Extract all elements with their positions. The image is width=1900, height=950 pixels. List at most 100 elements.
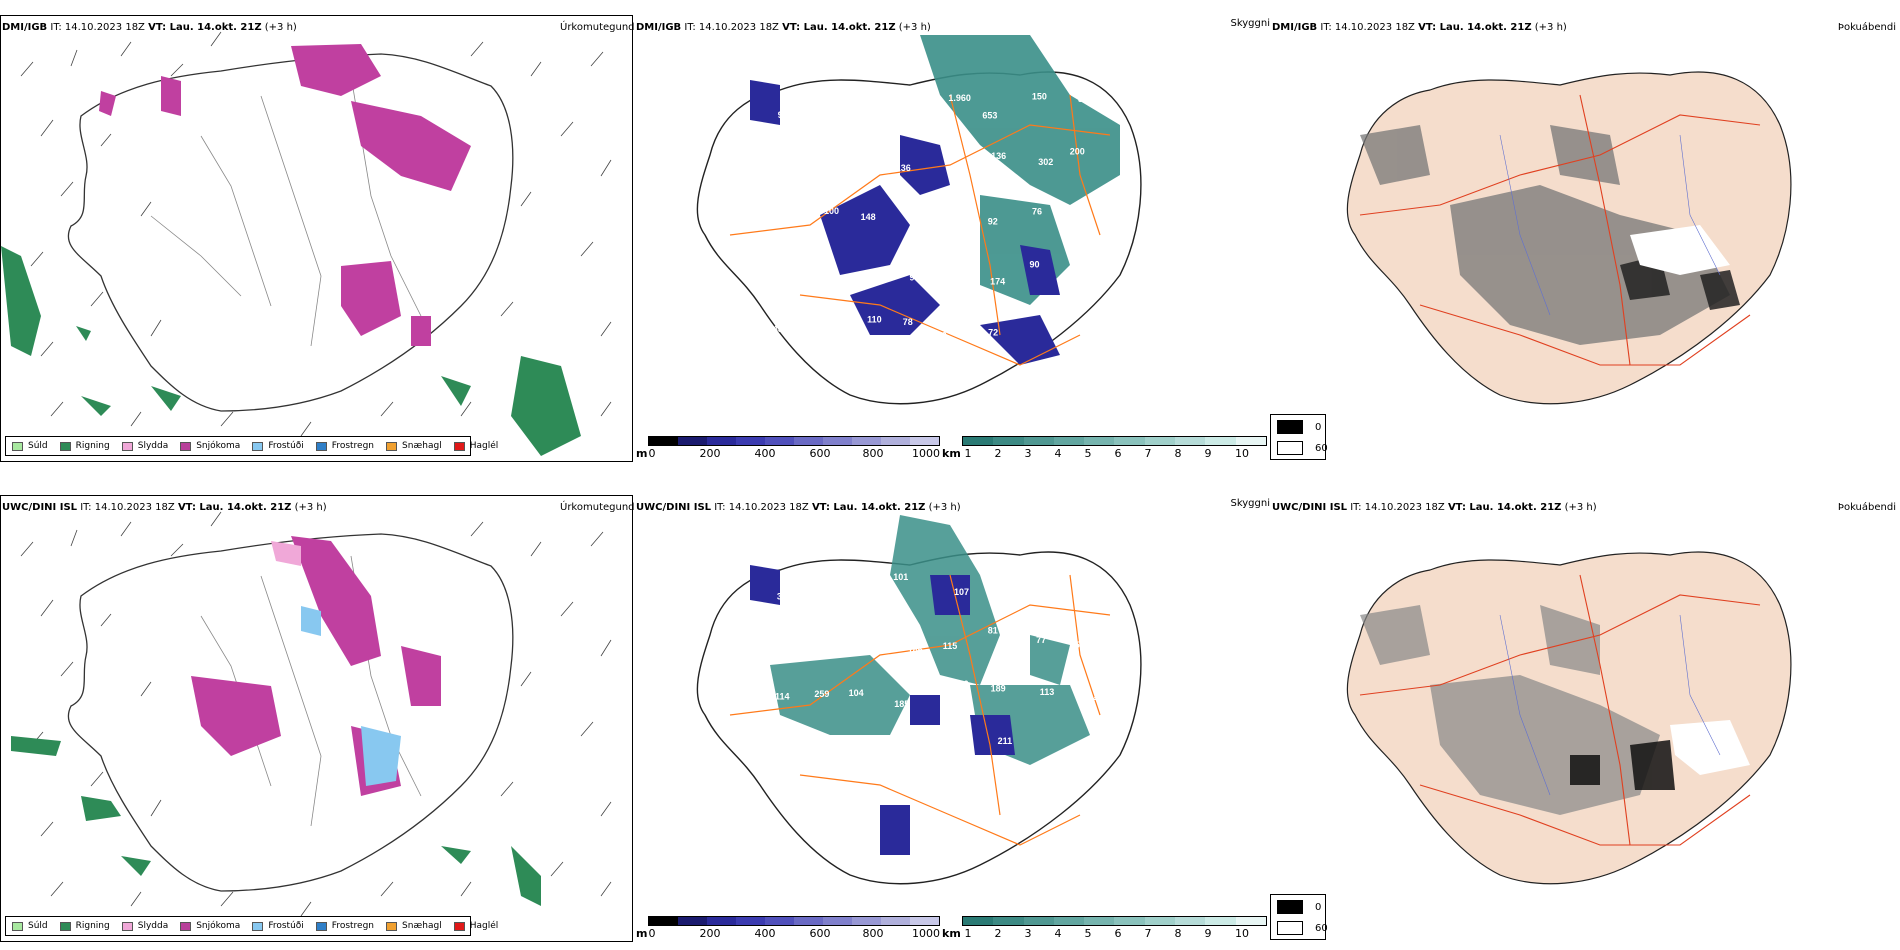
- visibility-value-label: 185: [894, 699, 909, 709]
- legend-label: Rigning: [75, 921, 110, 931]
- swatch: [453, 441, 465, 451]
- lead-time: (+3 h): [1564, 502, 1597, 513]
- visibility-value-label: 185: [775, 629, 790, 639]
- glacier-white: [1670, 720, 1750, 775]
- swatch: [252, 441, 264, 451]
- visibility-value-label: 92: [902, 746, 912, 756]
- iceland-outline: [696, 551, 1142, 885]
- visibility-value-label: 225: [950, 267, 965, 277]
- cloud-key-row: 60: [1277, 441, 1328, 455]
- vis-title-2: UWC/DINI ISL IT: 14.10.2023 18Z VT: Lau.…: [636, 502, 961, 513]
- visibility-value-label: 81: [988, 626, 998, 636]
- legend-label: Slydda: [137, 441, 169, 451]
- visibility-value-label: 93: [774, 254, 784, 264]
- visibility-value-label: 271: [1074, 582, 1089, 592]
- legend-label: Súld: [28, 441, 48, 451]
- cloud-title-1: DMI/IGB IT: 14.10.2023 18Z VT: Lau. 14.o…: [1272, 22, 1567, 33]
- swatch: [386, 921, 398, 931]
- cbar-tick: 1000: [912, 927, 940, 940]
- visibility-value-label: 90: [1030, 260, 1040, 270]
- vis-colorbar-km: [962, 916, 1267, 926]
- cbar-tick: 600: [809, 927, 831, 940]
- swatch: [1277, 441, 1303, 455]
- cbar-tick: 2: [994, 927, 1002, 940]
- cbar-tick: 9: [1204, 447, 1212, 460]
- visibility-value-label: 451: [773, 324, 788, 334]
- roads: [1359, 94, 1761, 366]
- swatch: [12, 441, 23, 451]
- it-label: IT:: [50, 22, 62, 33]
- precip-title-1: DMI/IGB IT: 14.10.2023 18Z VT: Lau. 14.o…: [2, 22, 297, 33]
- visibility-value-label: 103: [910, 204, 925, 214]
- it-label: IT:: [684, 22, 696, 33]
- precip-map-svg: [1, 31, 612, 456]
- cloud-key-label: 0: [1315, 901, 1322, 913]
- cbar-tick: 8: [1174, 927, 1182, 940]
- roads: [729, 574, 1111, 846]
- cbar-tick: 1: [964, 927, 972, 940]
- snow-areas: [191, 536, 441, 796]
- cbar-tick: 4: [1054, 447, 1062, 460]
- cbar-tick: 6: [1114, 447, 1122, 460]
- legend-item: Haglél: [453, 921, 498, 931]
- legend-item: Slydda: [121, 441, 169, 451]
- vis-labels-2: 376 65 618 101 107 383 276 271 185 74 71 186 115 81 77…: [775, 572, 1098, 757]
- it-value: 14.10.2023 18Z: [698, 22, 779, 33]
- visibility-value-label: 219: [864, 275, 879, 285]
- precip-legend: Súld Rigning Slydda Snjókoma Frostúði Fr…: [5, 916, 498, 936]
- cbar-tick: 2: [994, 447, 1002, 460]
- visibility-value-label: 74: [814, 628, 824, 638]
- cloud-key-1: 0 60: [1270, 414, 1328, 460]
- visibility-value-label: 118: [808, 270, 823, 280]
- vis-panel-name: Skyggni: [1230, 18, 1270, 29]
- legend-item: Snæhagl: [386, 441, 442, 451]
- visibility-value-label: 599: [1078, 94, 1093, 104]
- visibility-value-label: 57: [945, 742, 955, 752]
- cbar-tick: 1: [964, 447, 972, 460]
- cbar-tick: 4: [1054, 927, 1062, 940]
- lead-time: (+3 h): [264, 22, 297, 33]
- cbar-tick: 3: [1024, 927, 1032, 940]
- it-value: 14.10.2023 18Z: [1334, 22, 1415, 33]
- visibility-value-label: 276: [1027, 588, 1042, 598]
- cloud-key-row: 0: [1277, 420, 1321, 434]
- cbar-tick: 200: [699, 927, 721, 940]
- it-value: 14.10.2023 18Z: [94, 502, 175, 513]
- visibility-value-label: 94: [1088, 694, 1098, 704]
- swatch: [59, 921, 71, 931]
- model-name: DMI/IGB: [2, 22, 48, 33]
- rain-areas: [11, 736, 541, 906]
- legend-label: Rigning: [75, 441, 110, 451]
- iceland-outline: [696, 71, 1142, 405]
- it-label: IT:: [1350, 502, 1362, 513]
- rivers: [1499, 134, 1721, 316]
- visibility-value-label: 200: [1070, 146, 1085, 156]
- legend-item: Frostúði: [252, 441, 304, 451]
- legend-item: Snjókoma: [180, 441, 240, 451]
- vt-label: VT: Lau. 14.okt. 21Z: [148, 22, 262, 33]
- visibility-value-label: 96: [778, 745, 788, 755]
- visibility-blue-area: [750, 565, 1015, 855]
- swatch: [386, 441, 398, 451]
- it-value: 14.10.2023 18Z: [64, 22, 145, 33]
- legend-label: Frostregn: [331, 921, 375, 931]
- cbar-tick: 0: [648, 447, 656, 460]
- legend-item: Frostúði: [252, 921, 304, 931]
- visibility-value-label: 148: [861, 212, 876, 222]
- visibility-value-label: 387: [944, 147, 959, 157]
- visibility-value-label: 1.960: [948, 93, 971, 103]
- wind-barbs: [20, 31, 612, 437]
- visibility-value-label: 150: [1032, 92, 1047, 102]
- legend-label: Snæhagl: [402, 921, 442, 931]
- swatch: [315, 921, 327, 931]
- it-label: IT:: [714, 502, 726, 513]
- iceland-outline: [67, 53, 514, 412]
- cbar-tick: 10: [1235, 447, 1249, 460]
- visibility-value-label: 383: [849, 164, 864, 174]
- legend-item: Rigning: [59, 921, 110, 931]
- legend-label: Frostúði: [268, 441, 304, 451]
- cbar-tick: 8: [1174, 447, 1182, 460]
- legend-label: Snjókoma: [196, 441, 241, 451]
- visibility-value-label: 153: [1070, 640, 1085, 650]
- visibility-value-label: 98: [910, 272, 920, 282]
